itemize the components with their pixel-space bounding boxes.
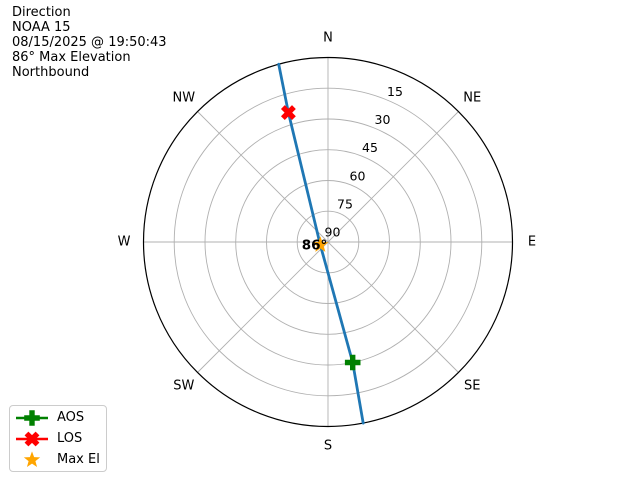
- compass-label-n: N: [323, 31, 333, 46]
- chart-title: Direction: [12, 5, 71, 20]
- compass-label-se: SE: [464, 379, 480, 394]
- legend: AOS LOS Max El: [9, 405, 107, 472]
- elevation-tick-label-90: 90: [325, 225, 341, 240]
- aos-plus-icon: [16, 409, 48, 426]
- elevation-tick-label-15: 15: [387, 84, 403, 99]
- los-x-icon: [16, 431, 48, 446]
- max-el-star-icon: [23, 450, 41, 467]
- los-legend-marker: [24, 431, 40, 446]
- legend-item-los: LOS: [14, 428, 106, 449]
- compass-label-sw: SW: [173, 379, 194, 394]
- satellite-name: NOAA 15: [12, 20, 71, 35]
- aos-marker: [344, 354, 361, 371]
- pass-direction: Northbound: [12, 65, 90, 80]
- compass-label-s: S: [324, 439, 332, 454]
- compass-label-w: W: [118, 235, 131, 250]
- pass-info-block: Direction NOAA 15 08/15/2025 @ 19:50:43 …: [12, 5, 167, 80]
- pass-datetime: 08/15/2025 @ 19:50:43: [12, 35, 167, 50]
- elevation-tick-label-30: 30: [375, 112, 391, 127]
- compass-label-e: E: [528, 235, 536, 250]
- max-elevation-annotation: 86°: [302, 237, 328, 253]
- max-elevation-text: 86° Max Elevation: [12, 50, 131, 65]
- legend-item-maxel: Max El: [14, 449, 106, 470]
- elevation-tick-label-45: 45: [362, 140, 378, 155]
- legend-item-aos: AOS: [14, 407, 106, 428]
- compass-label-ne: NE: [463, 90, 481, 105]
- max-el-marker: [312, 236, 329, 252]
- azimuth-spoke-ne: [327, 111, 459, 243]
- legend-label-los: LOS: [57, 431, 83, 446]
- compass-label-nw: NW: [173, 90, 196, 105]
- azimuth-spoke-sw: [197, 241, 329, 373]
- los-marker: [280, 105, 296, 121]
- max-el-legend-marker: [23, 450, 41, 467]
- elevation-tick-label-75: 75: [337, 196, 353, 211]
- legend-label-aos: AOS: [57, 410, 85, 425]
- azimuth-spoke-se: [327, 241, 459, 373]
- elevation-tick-label-60: 60: [350, 168, 366, 183]
- aos-legend-marker: [24, 409, 40, 426]
- azimuth-spoke-nw: [197, 111, 329, 243]
- legend-label-maxel: Max El: [57, 452, 100, 467]
- horizon-circle: [142, 56, 514, 428]
